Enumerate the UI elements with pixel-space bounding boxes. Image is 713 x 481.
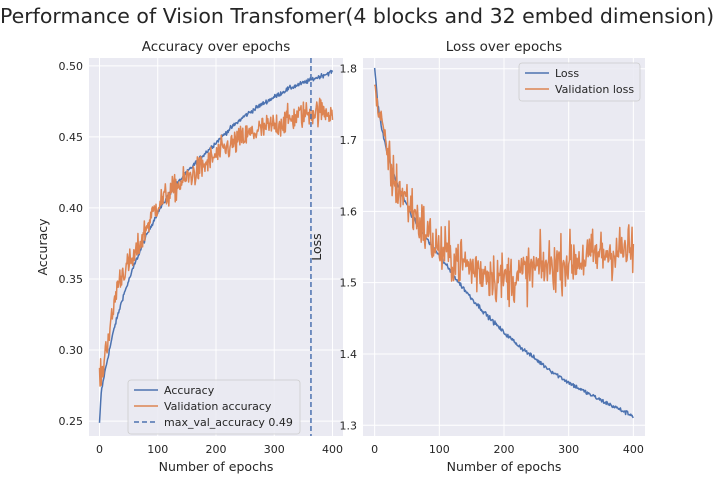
x-tick-label: 400 [322,443,343,456]
y-tick-label: 1.5 [340,277,358,290]
legend-label: Validation loss [555,83,634,96]
series-line-accuracy [98,69,334,423]
x-tick-label: 400 [623,443,644,456]
y-tick-label: 1.3 [340,419,358,432]
x-tick-label: 300 [264,443,285,456]
x-tick-label: 0 [371,443,378,456]
y-tick-label: 1.6 [340,205,358,218]
y-tick-label: 1.8 [340,63,358,76]
x-tick-label: 200 [494,443,515,456]
legend: Accuracy Validation accuracy max_val_accur… [127,379,301,435]
y-tick-label: 0.25 [59,415,84,428]
y-tick-label: 0.45 [59,131,84,144]
y-axis-label: Loss [309,233,324,260]
y-tick-label: 0.30 [59,344,84,357]
series-line-validation-accuracy [98,97,334,387]
figure-title: Performance of Vision Transfomer(4 block… [0,4,713,28]
plot-area [373,67,635,419]
y-tick-label: 0.50 [59,60,84,73]
x-tick-label: 300 [558,443,579,456]
x-tick-label: 100 [147,443,168,456]
x-axis-label: Number of epochs [447,459,562,474]
chart-title: Accuracy over epochs [142,39,290,55]
legend-box [127,379,301,435]
x-tick-label: 100 [429,443,450,456]
x-tick-label: 0 [96,443,103,456]
series-line-validation-loss [373,84,635,308]
y-tick-label: 0.40 [59,202,84,215]
y-tick-label: 1.7 [340,134,358,147]
x-axis-label: Number of epochs [159,459,274,474]
y-axis-label: Accuracy [35,218,50,276]
plot-area [98,58,334,436]
legend-label: Validation accuracy [164,400,272,413]
y-tick-label: 1.4 [340,348,358,361]
legend: Loss Validation loss [518,62,641,102]
chart-title: Loss over epochs [446,39,562,55]
x-tick-label: 200 [206,443,227,456]
y-tick-label: 0.35 [59,273,84,286]
chart-panel-accuracy: 0.25 0.30 0.35 0.40 0.45 0.50 0 100 200 300 400 Acc… [35,39,343,474]
legend-label: max_val_accuracy 0.49 [164,416,293,429]
chart-panel-loss: 1.3 1.4 1.5 1.6 1.7 1.8 0 100 200 300 400 Loss over… [309,39,645,474]
legend-box [518,62,641,102]
legend-label: Accuracy [164,384,215,397]
legend-label: Loss [555,67,579,80]
